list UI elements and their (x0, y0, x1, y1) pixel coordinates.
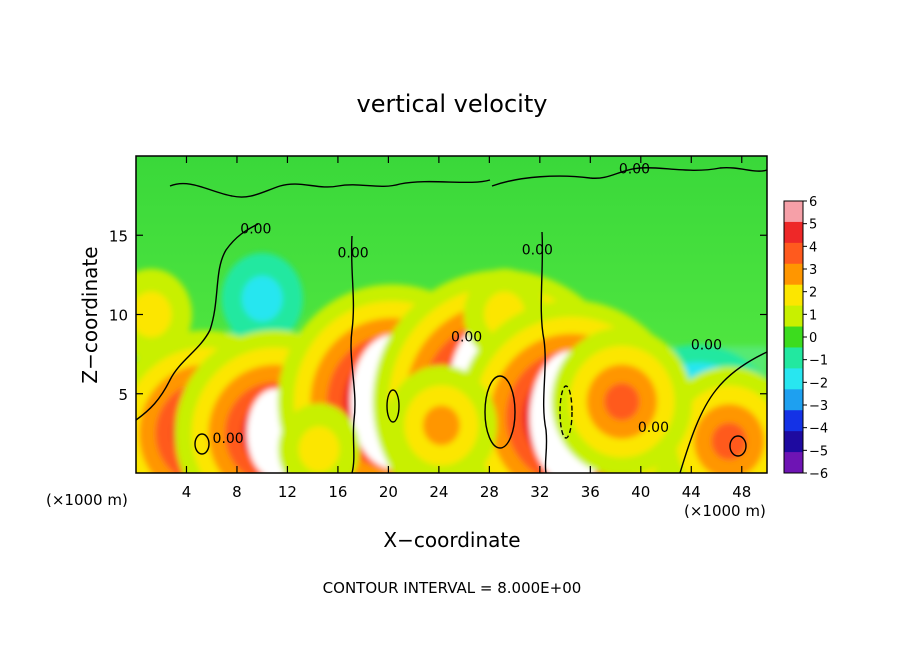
contour-zero-column-1 (350, 235, 356, 473)
x-tick-label: 44 (682, 483, 701, 501)
colorbar-tick-label: 3 (809, 263, 817, 278)
colorbar-swatch (784, 410, 803, 432)
contour-zero-right (491, 166, 767, 187)
x-tick-label: 40 (631, 483, 650, 501)
contour-label: 0.00 (451, 329, 482, 345)
colorbar-swatch (784, 452, 803, 474)
y-axis-label: Z−coordinate (78, 246, 102, 383)
x-tick-label: 12 (278, 483, 297, 501)
updraft-cell (711, 422, 747, 460)
updraft-cell (298, 426, 340, 473)
x-tick-label: 32 (530, 483, 549, 501)
y-tick-label: 10 (109, 307, 128, 325)
colorbar-tick-label: −2 (809, 376, 828, 391)
updraft-cell (136, 291, 172, 338)
updraft-cell (422, 405, 460, 446)
colorbar-tick-label: 5 (809, 218, 817, 233)
x-tick-label: 36 (581, 483, 600, 501)
colorbar-tick-label: 0 (809, 331, 817, 346)
contour-updraft-core-2 (386, 389, 400, 423)
colorbar-tick-label: 1 (809, 308, 817, 323)
contour-zero-column-2 (540, 231, 548, 473)
contour-zero-upper (169, 179, 491, 198)
x-tick-label: 16 (328, 483, 347, 501)
x-tick-label: 48 (732, 483, 751, 501)
colorbar-swatch (784, 305, 803, 328)
colorbar: 6 5 4 3 2 1 0 −1 −2 −3 −4 −5 −6 (783, 195, 828, 482)
contour-label: 0.00 (522, 242, 553, 258)
contour-label: 0.00 (691, 337, 722, 353)
velocity-field (136, 252, 767, 473)
y-tick-label: 5 (118, 386, 128, 404)
x-unit-right: (×1000 m) (684, 502, 766, 520)
colorbar-tick-label: 2 (809, 286, 817, 301)
contour-updraft-core-4 (559, 385, 573, 439)
colorbar-tick-label: 6 (809, 195, 817, 210)
colorbar-tick-label: −5 (809, 444, 828, 459)
y-axis-ticks: 5 10 15 (109, 227, 767, 404)
colorbar-swatch (784, 242, 803, 265)
y-tick-label: 15 (109, 227, 128, 245)
colorbar-swatch (784, 347, 803, 369)
contour-updraft-core-5 (729, 435, 747, 457)
colorbar-swatch (784, 201, 803, 223)
colorbar-swatch (784, 221, 803, 244)
x-tick-label: 8 (232, 483, 242, 501)
footer-contour-interval: CONTOUR INTERVAL = 8.000E+00 (323, 579, 582, 597)
colorbar-swatch (784, 284, 803, 307)
contour-updraft-core-3 (484, 375, 516, 449)
contour-label: 0.00 (240, 222, 271, 238)
colorbar-swatch (784, 368, 803, 390)
x-axis-label: X−coordinate (383, 528, 520, 552)
contour-label: 0.00 (337, 245, 368, 261)
colorbar-tick-label: −3 (809, 399, 828, 414)
x-unit-left: (×1000 m) (46, 491, 128, 509)
colorbar-swatch (784, 431, 803, 453)
updraft-cell (604, 383, 640, 421)
x-tick-label: 4 (182, 483, 192, 501)
plot-area: 0.00 0.00 0.00 0.00 0.00 0.00 0.00 0.00 (136, 156, 767, 473)
colorbar-swatch (784, 389, 803, 411)
colorbar-swatch (784, 326, 803, 348)
x-tick-label: 28 (480, 483, 499, 501)
x-axis-ticks: 4 8 12 16 20 24 28 32 36 40 44 48 (182, 156, 751, 501)
contour-zero-left (136, 223, 259, 421)
contour-zero-lower-right (679, 351, 767, 473)
contour-label: 0.00 (619, 161, 650, 177)
chart-title: vertical velocity (357, 90, 548, 118)
colorbar-tick-label: −6 (809, 467, 828, 482)
contour-updraft-core-1 (194, 433, 210, 455)
x-tick-label: 24 (429, 483, 448, 501)
contour-lines (136, 166, 767, 473)
colorbar-tick-label: −4 (809, 422, 828, 437)
contour-labels: 0.00 0.00 0.00 0.00 0.00 0.00 0.00 0.00 (213, 161, 722, 446)
x-tick-label: 20 (379, 483, 398, 501)
contour-label: 0.00 (213, 431, 244, 447)
colorbar-tick-label: 4 (809, 240, 817, 255)
downdraft-cell (241, 275, 283, 322)
colorbar-swatch (784, 263, 803, 286)
contour-label: 0.00 (638, 420, 669, 436)
colorbar-tick-label: −1 (809, 354, 828, 369)
